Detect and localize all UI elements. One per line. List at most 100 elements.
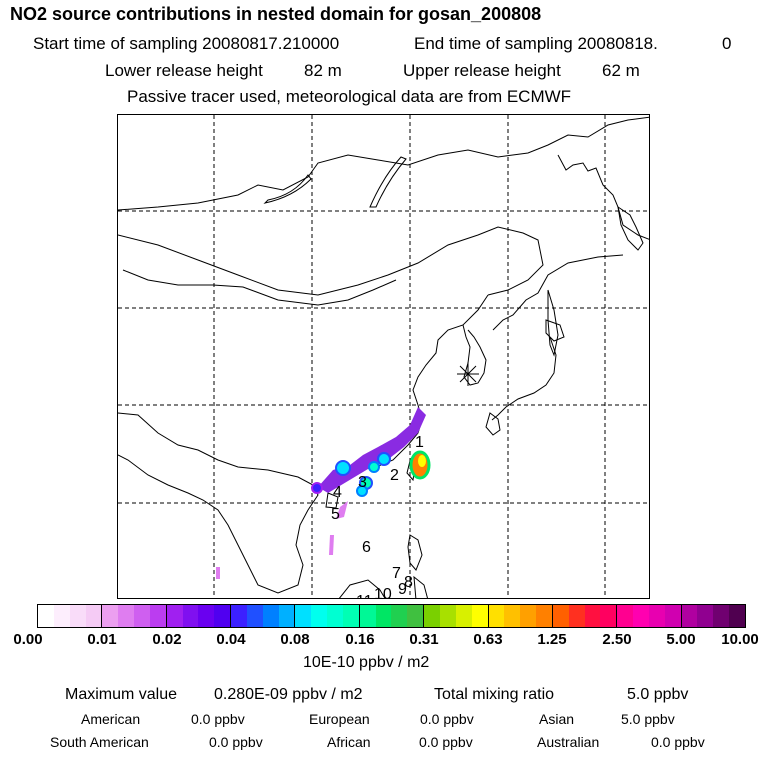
chukotka-coast [557, 154, 649, 240]
hokkaido [545, 319, 565, 342]
start-time-label: Start time of sampling 20080817.210000 [33, 34, 340, 53]
colorbar-segment [295, 605, 360, 627]
colorbar-swatch [231, 605, 247, 627]
colorbar-swatch [536, 605, 552, 627]
plume-tail [216, 567, 220, 579]
source-value: 5.0 ppbv [621, 711, 675, 727]
trajectory-label: 10 [374, 586, 392, 599]
plume-blob [335, 460, 351, 476]
colorbar-swatch [504, 605, 521, 627]
trajectory-label: 2 [390, 467, 399, 484]
upper-release-label: Upper release height [403, 61, 561, 80]
japan-honshu [491, 336, 557, 421]
concentration-plume [216, 407, 431, 579]
colorbar-tick: 10.00 [721, 631, 759, 648]
total-mixing-label: Total mixing ratio [434, 686, 555, 703]
colorbar-swatch [633, 605, 649, 627]
colorbar-swatch [69, 605, 86, 627]
colorbar-unit: 10E-10 ppbv / m2 [303, 654, 430, 671]
korea-peninsula [462, 324, 487, 386]
philippines-south [413, 575, 428, 598]
colorbar-swatch [166, 605, 183, 627]
source-name: American [81, 711, 141, 727]
colorbar-swatch [359, 605, 376, 627]
colorbar-swatch [149, 605, 166, 627]
colorbar-segment [38, 605, 103, 627]
colorbar-swatch [262, 605, 279, 627]
colorbar-swatch [471, 605, 488, 627]
colorbar-tick: 0.63 [473, 631, 503, 648]
colorbar-swatch [488, 605, 505, 627]
colorbar-tick: 0.04 [216, 631, 246, 648]
plume-blob [311, 482, 323, 494]
trajectory-label: 4 [333, 484, 342, 501]
hainan [325, 492, 339, 509]
end-time-label: End time of sampling 20080818. [414, 34, 658, 53]
colorbar-swatch [85, 605, 102, 627]
colorbar-segment [617, 605, 682, 627]
colorbar-swatch [424, 605, 440, 627]
colorbar-swatch [295, 605, 312, 627]
colorbar-segment [102, 605, 167, 627]
source-value: 0.0 ppbv [420, 711, 474, 727]
plume-blob [377, 452, 391, 466]
indochina [118, 412, 319, 594]
colorbar-swatch [713, 605, 730, 627]
colorbar-swatch [134, 605, 150, 627]
colorbar-tick: 0.01 [87, 631, 117, 648]
source-name: African [327, 734, 371, 750]
colorbar-tick: 5.00 [666, 631, 696, 648]
sakhalin [547, 289, 559, 357]
colorbar-segment [681, 605, 745, 627]
colorbar-swatch [407, 605, 424, 627]
colorbar-swatch [102, 605, 119, 627]
trajectory-label: 9 [398, 581, 407, 598]
mongolia-border [122, 269, 397, 306]
colorbar-tick: 0.00 [13, 631, 43, 648]
colorbar-swatch [375, 605, 392, 627]
colorbar-tick: 0.31 [409, 631, 439, 648]
colorbar-swatch [440, 605, 456, 627]
plume-blob [368, 461, 380, 473]
colorbar-tick: 0.16 [345, 631, 375, 648]
arctic-coast [118, 116, 649, 211]
trajectory-label: 6 [362, 539, 371, 556]
trajectory-label: 7 [392, 565, 401, 582]
end-time-value: 0 [722, 34, 732, 53]
plume-tail [329, 535, 334, 555]
taymyr-shape [369, 156, 407, 208]
plume-blob [356, 485, 368, 497]
colorbar-segment [359, 605, 425, 627]
colorbar-swatch [342, 605, 359, 627]
colorbar-swatch [53, 605, 70, 627]
colorbar-swatch [568, 605, 585, 627]
colorbar-swatch [214, 605, 231, 627]
asterisk-receptor-marker [457, 362, 479, 386]
russia-china-border [118, 226, 544, 296]
colorbar-swatch [600, 605, 617, 627]
page-title: NO2 source contributions in nested domai… [10, 4, 542, 24]
colorbar-swatch [455, 605, 472, 627]
source-name: Australian [537, 734, 600, 750]
okhotsk-coast [492, 254, 624, 331]
colorbar-swatch [38, 605, 54, 627]
color-scale-bar [37, 604, 746, 628]
borneo-coast [338, 579, 386, 598]
trajectory-label-group: 1 2 3 4 5 6 7 8 9 10 11 [331, 434, 424, 599]
source-name: Asian [539, 711, 575, 727]
colorbar-segment [424, 605, 489, 627]
philippines-luzon [407, 534, 423, 571]
colorbar-swatch [311, 605, 328, 627]
plume-peak [418, 455, 426, 467]
colorbar-swatch [584, 605, 601, 627]
colorbar-tick: 0.02 [152, 631, 182, 648]
trajectory-label: 11 [356, 593, 373, 599]
colorbar-swatch [327, 605, 343, 627]
plume-tail [336, 501, 348, 519]
colorbar-tick: 0.08 [280, 631, 310, 648]
china-coast-north [412, 294, 489, 406]
colorbar-segment [166, 605, 232, 627]
upper-release-value: 62 m [602, 61, 640, 80]
trajectory-label: 3 [358, 474, 367, 491]
kamchatka [617, 205, 644, 251]
